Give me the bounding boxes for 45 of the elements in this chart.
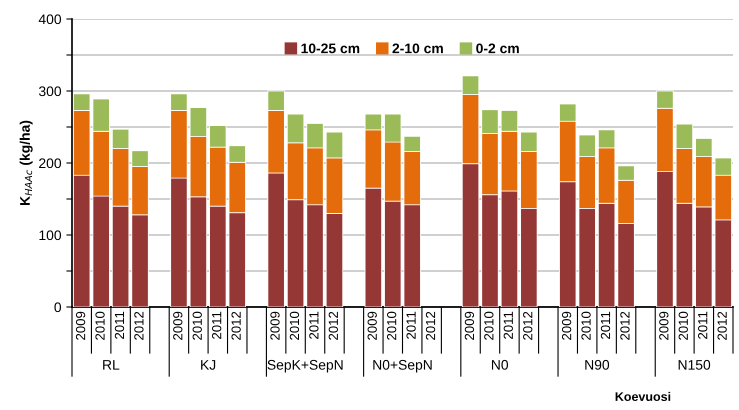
y-tick-label: 400	[38, 14, 62, 24]
x-tick-label: 2009	[659, 312, 668, 340]
y-tick-label: 0	[54, 302, 62, 312]
x-tick-label: 2009	[173, 312, 182, 340]
y-tick-label: 300	[38, 86, 62, 96]
text: N150	[678, 360, 710, 370]
x-tick-label: 2011	[309, 312, 319, 339]
x-tick-label: 2009	[270, 312, 280, 340]
x-tick-label: 2011	[504, 312, 513, 339]
x-tick-label: 2010	[192, 312, 202, 340]
x-tick-label: 2010	[290, 312, 300, 340]
x-axis-title: Koevuosi	[616, 392, 670, 402]
y-tick-label: 200	[39, 158, 62, 168]
x-tick-label: 2012	[717, 312, 727, 340]
text: RL	[103, 360, 120, 370]
text: N0+SepN	[373, 360, 432, 373]
x-tick-label: 2010	[678, 312, 688, 340]
y-axis-title: K$_{HAAc}$ (kg/ha)	[20, 120, 33, 206]
y-tick-label: 100	[39, 230, 62, 240]
x-tick-label: 2012	[620, 312, 630, 340]
text: N0	[492, 360, 508, 370]
x-tick-label: 2012	[134, 312, 144, 340]
legend-label: 2-10 cm	[392, 43, 443, 54]
x-tick-label: 2010	[386, 312, 396, 340]
legend-label: 0-2 cm	[476, 43, 519, 54]
x-tick-label: 2011	[698, 312, 708, 339]
x-tick-label: 2009	[464, 312, 474, 340]
text: KJ	[201, 360, 216, 370]
x-tick-label: 2009	[368, 312, 377, 340]
x-tick-label: 2011	[600, 312, 610, 339]
x-tick-label: 2012	[426, 312, 436, 340]
x-tick-label: 2010	[95, 312, 105, 340]
x-tick-label: 2011	[212, 312, 222, 339]
x-tick-label: 2012	[231, 312, 241, 340]
x-tick-label: 2011	[406, 312, 416, 339]
x-tick-label: 2011	[114, 312, 124, 339]
x-tick-label: 2009	[562, 312, 572, 340]
x-tick-label: 2010	[581, 312, 591, 340]
x-tick-label: 2012	[328, 312, 338, 340]
text: SepK+SepN	[268, 360, 343, 373]
x-tick-label: 2009	[76, 312, 86, 340]
x-tick-label: 2012	[523, 312, 532, 340]
legend-label: 10-25 cm	[301, 43, 360, 54]
x-tick-label: 2010	[484, 312, 494, 340]
text: N90	[585, 360, 610, 370]
